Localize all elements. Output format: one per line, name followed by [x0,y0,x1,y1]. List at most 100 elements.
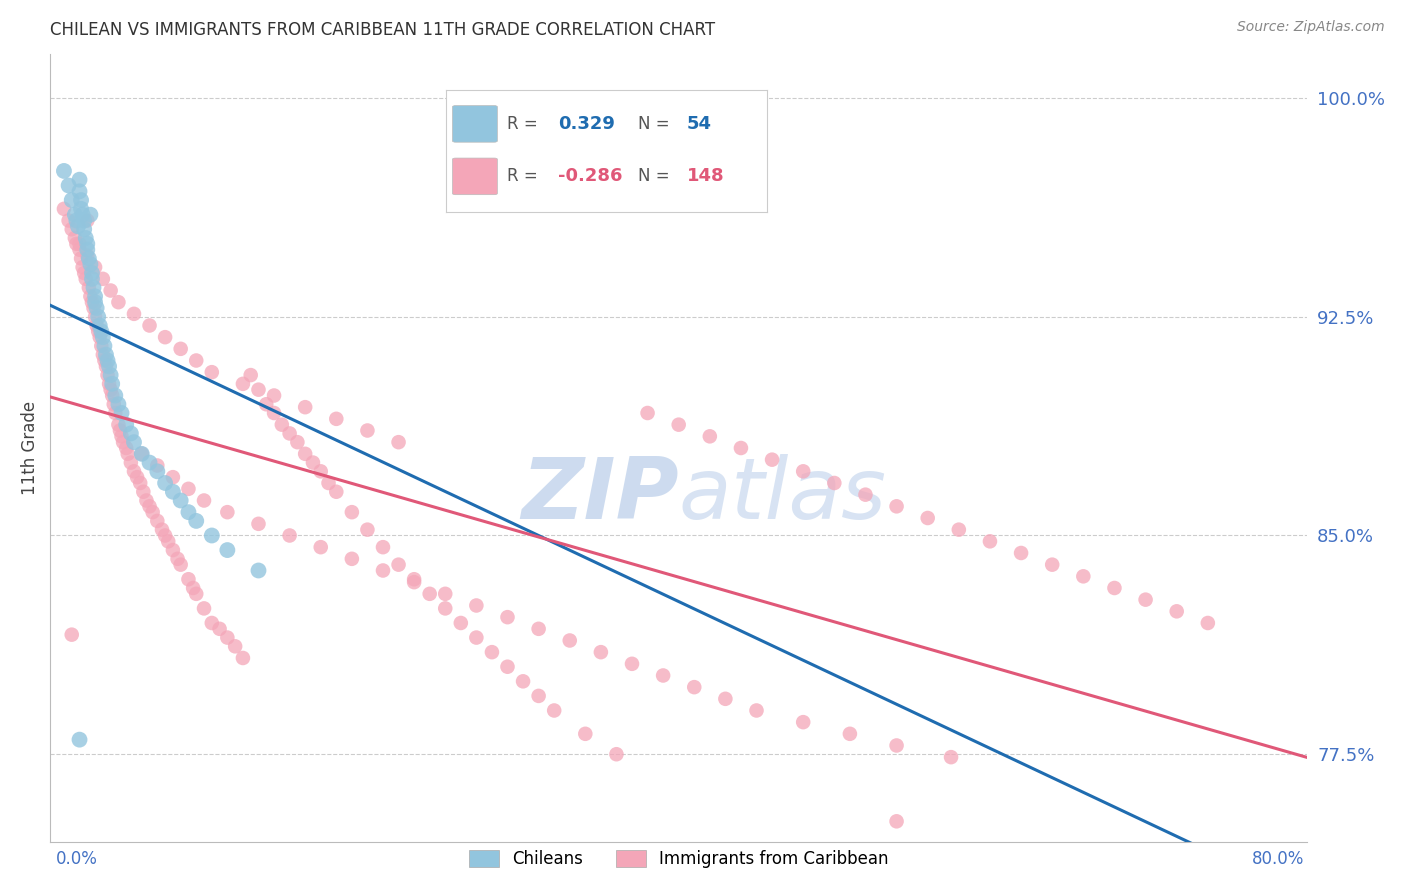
Point [201,615,224,630]
Point [1073,569,1095,583]
Point [356,523,378,537]
Point [823,475,845,490]
Point [1104,581,1126,595]
Point [110,429,132,443]
Point [434,601,457,615]
Point [89,330,111,344]
Point [153,330,176,344]
Point [217,631,239,645]
Point [98,376,121,391]
Point [69,236,91,251]
Point [278,426,301,441]
Point [84,260,107,275]
Point [73,266,96,280]
Point [589,645,612,659]
Point [101,376,124,391]
Point [100,284,122,298]
Point [1166,604,1188,618]
Point [107,295,129,310]
Point [93,353,115,368]
Point [94,348,117,362]
Point [247,383,270,397]
Point [100,383,122,397]
Point [294,400,316,414]
Point [80,266,103,280]
Point [90,324,112,338]
Point [637,406,659,420]
Point [77,252,100,266]
Point [465,631,488,645]
Point [86,301,108,315]
Point [75,231,97,245]
Point [73,213,96,227]
Point [83,280,105,294]
Point [117,447,139,461]
Point [76,248,98,262]
Point [855,488,877,502]
Point [52,202,75,216]
Point [177,572,200,586]
Point [69,172,91,186]
Point [558,633,581,648]
Point [247,564,270,578]
Point [104,406,127,420]
Point [496,659,519,673]
Point [939,750,962,764]
Point [201,365,224,379]
Point [232,376,254,391]
Point [1010,546,1032,560]
Point [177,482,200,496]
Point [730,441,752,455]
Point [404,575,426,590]
Point [434,587,457,601]
Point [419,587,441,601]
Point [404,572,426,586]
Point [239,368,262,383]
Point [87,310,110,324]
Point [115,417,138,432]
Point [979,534,1001,549]
Point [574,727,596,741]
Point [263,406,285,420]
Point [166,551,188,566]
Point [1135,592,1157,607]
Point [170,558,193,572]
Point [89,318,111,333]
Point [79,208,101,222]
Point [652,668,675,682]
Point [162,470,184,484]
Point [201,528,224,542]
Point [318,475,340,490]
Point [60,627,83,641]
Point [138,456,160,470]
Legend: Chileans, Immigrants from Caribbean: Chileans, Immigrants from Caribbean [460,842,897,877]
Point [208,622,231,636]
Point [138,500,160,514]
Point [69,185,91,199]
Point [481,645,503,659]
Point [69,243,91,257]
Point [745,704,768,718]
Point [186,514,208,528]
Point [142,505,165,519]
Point [886,500,908,514]
Point [72,260,94,275]
Point [75,272,97,286]
Point [132,484,155,499]
Point [496,610,519,624]
Point [177,505,200,519]
Point [100,368,122,383]
Point [91,348,114,362]
Point [122,307,145,321]
Point [63,208,86,222]
Point [162,484,184,499]
Point [91,272,114,286]
Point [1040,558,1063,572]
Point [683,680,706,694]
Point [131,447,153,461]
Point [70,252,93,266]
Point [70,202,93,216]
Point [83,301,105,315]
Point [170,493,193,508]
Point [465,599,488,613]
